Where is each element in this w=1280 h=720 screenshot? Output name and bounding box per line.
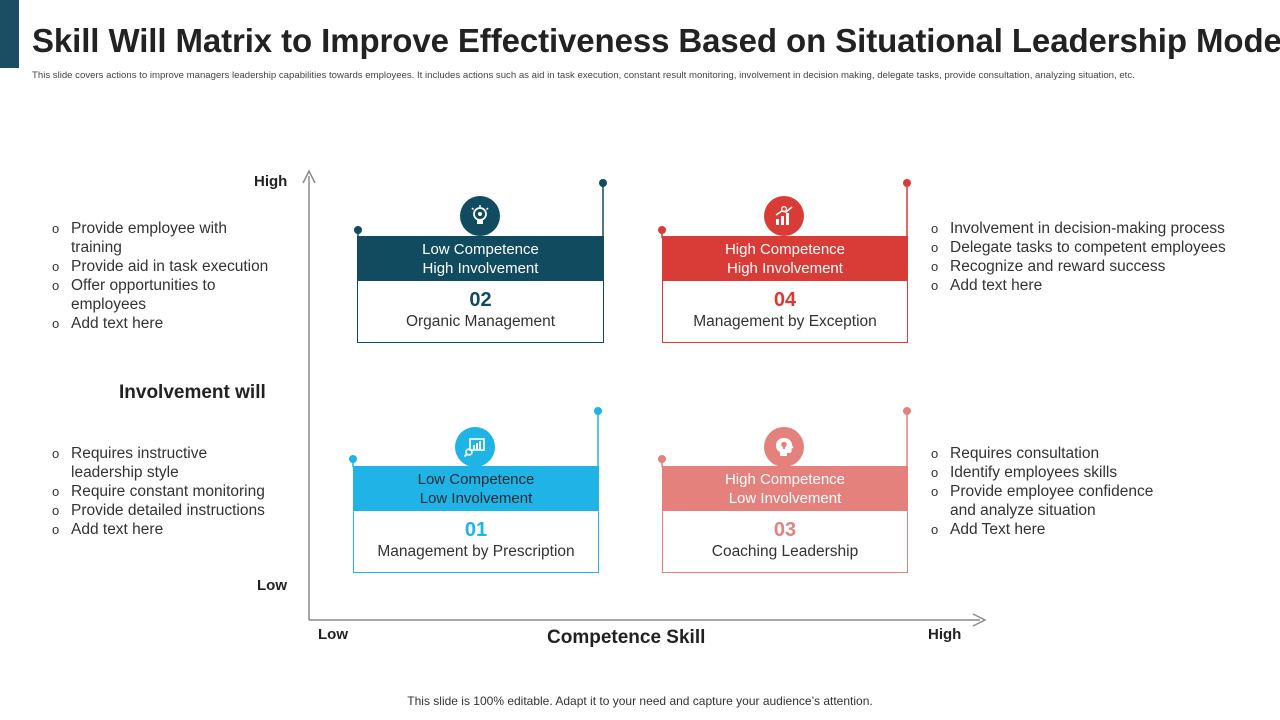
list-item: Recognize and reward success [931,257,1251,276]
top-right-list: Involvement in decision-making process D… [931,219,1251,295]
quadrant-02-competence: Low Competence [422,241,539,258]
quadrant-02: Low Competence High Involvement 02 Organ… [357,236,604,344]
list-item: Offer opportunities to employees [52,276,277,314]
bottom-right-list: Requires consultation Identify employees… [931,444,1181,539]
quadrant-02-label: Organic Management [405,313,556,330]
quadrant-04-label: Management by Exception [693,313,877,330]
bottom-left-list: Requires instructive leadership style Re… [52,444,282,539]
q02-right-dot [599,179,607,187]
list-item: Requires consultation [931,444,1181,463]
q03-left-dot [658,455,666,463]
list-item: Delegate tasks to competent employees [931,238,1251,257]
quadrant-04-involvement: High Involvement [727,260,843,277]
x-axis-high-label: High [928,626,962,643]
y-axis-arrowhead [302,169,316,184]
quadrant-02-number: 02 [469,289,492,311]
quadrant-03-competence: High Competence [724,471,846,488]
y-axis-title: Involvement will [119,382,266,403]
quadrant-03-involvement: Low Involvement [728,490,842,507]
quadrant-04-body: 04 Management by Exception [662,281,908,343]
lightbulb-gear-icon [460,196,500,236]
quadrant-04-number: 04 [773,289,797,311]
q04-left-dot [658,226,666,234]
quadrant-01-involvement: Low Involvement [419,490,533,507]
x-axis-arrowhead [972,613,987,627]
list-item: Identify employees skills [931,463,1181,482]
growth-chart-icon [764,196,804,236]
quadrant-03-body: 03 Coaching Leadership [662,511,908,573]
quadrant-01-competence: Low Competence [417,471,535,488]
x-axis-low-label: Low [318,626,348,643]
list-item: Requires instructive leadership style [52,444,282,482]
quadrant-01-header: Low Competence Low Involvement [353,466,599,511]
y-axis-low-label: Low [257,577,287,594]
list-item: Add text here [52,314,277,333]
list-item: Add text here [52,520,282,539]
quadrant-03-header: High Competence Low Involvement [662,466,908,511]
list-item: Add Text here [931,520,1181,539]
title-accent-bar [0,0,19,68]
quadrant-01-label: Management by Prescription [377,543,575,560]
quadrant-04: High Competence High Involvement 04 Mana… [662,236,908,344]
quadrant-03: High Competence Low Involvement 03 Coach… [662,466,908,573]
quadrant-02-involvement: High Involvement [422,260,539,277]
chart-magnifier-icon [455,427,495,467]
page-subtitle: This slide covers actions to improve man… [32,70,1135,81]
quadrant-01-number: 01 [464,519,488,541]
quadrant-02-header: Low Competence High Involvement [357,236,604,281]
q03-right-dot [903,407,911,415]
x-axis-title: Competence Skill [547,627,706,648]
quadrant-04-competence: High Competence [724,241,846,258]
quadrant-01: Low Competence Low Involvement 01 Manage… [353,466,599,573]
quadrant-03-number: 03 [773,519,797,541]
list-item: Provide aid in task execution [52,257,277,276]
list-item: Add text here [931,276,1251,295]
quadrant-02-body: 02 Organic Management [357,281,604,343]
list-item: Require constant monitoring [52,482,282,501]
q01-left-dot [349,455,357,463]
y-axis-high-label: High [254,173,288,190]
list-item: Provide employee confidence and analyze … [931,482,1181,520]
head-idea-icon [764,427,804,467]
footer-note: This slide is 100% editable. Adapt it to… [407,694,873,708]
page-title: Skill Will Matrix to Improve Effectivene… [32,22,1280,59]
q04-right-dot [903,179,911,187]
list-item: Provide employee with training [52,219,277,257]
quadrant-03-label: Coaching Leadership [711,543,859,560]
quadrant-01-body: 01 Management by Prescription [353,511,599,573]
q02-left-dot [354,226,362,234]
list-item: Involvement in decision-making process [931,219,1251,238]
q01-right-dot [594,407,602,415]
list-item: Provide detailed instructions [52,501,282,520]
quadrant-04-header: High Competence High Involvement [662,236,908,281]
top-left-list: Provide employee with training Provide a… [52,219,277,333]
